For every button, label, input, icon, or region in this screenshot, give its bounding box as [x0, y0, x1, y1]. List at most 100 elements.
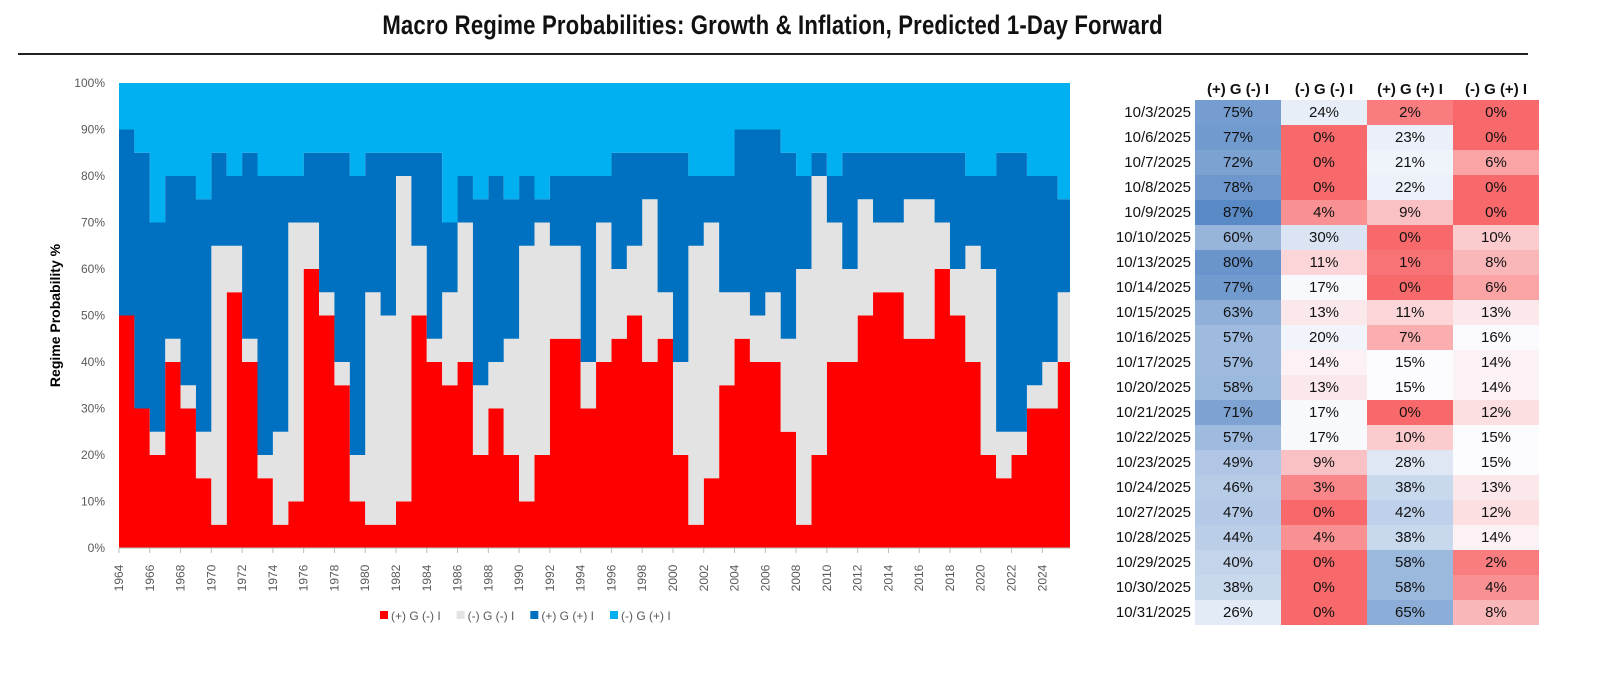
- x-tick-label: 1974: [266, 564, 280, 591]
- probability-cell: 40%: [1195, 550, 1281, 575]
- probability-cell: 4%: [1281, 525, 1367, 550]
- probability-cell: 15%: [1453, 450, 1539, 475]
- x-tick-label: 2014: [881, 564, 895, 591]
- legend-swatch: [380, 611, 388, 619]
- probability-cell: 3%: [1281, 475, 1367, 500]
- probability-cell: 38%: [1367, 525, 1453, 550]
- probability-cell: 0%: [1281, 175, 1367, 200]
- x-tick-label: 1976: [297, 564, 311, 591]
- legend-swatch: [456, 611, 465, 619]
- probability-cell: 2%: [1367, 100, 1453, 125]
- probability-cell: 0%: [1281, 550, 1367, 575]
- x-tick-label: 1990: [512, 564, 526, 591]
- probability-cell: 11%: [1367, 300, 1453, 325]
- probability-cell: 80%: [1195, 250, 1281, 275]
- date-cell: 10/31/2025: [1095, 600, 1195, 625]
- table-row: 10/14/2025 77% 17% 0% 6%: [1095, 275, 1539, 300]
- regime-probability-table: (+) G (-) I (-) G (-) I (+) G (+) I (-) G (…: [1095, 78, 1539, 625]
- probability-cell: 0%: [1453, 100, 1539, 125]
- probability-cell: 14%: [1453, 350, 1539, 375]
- y-tick-label: 10%: [81, 495, 105, 509]
- probability-cell: 0%: [1453, 125, 1539, 150]
- probability-cell: 17%: [1281, 400, 1367, 425]
- probability-cell: 15%: [1367, 350, 1453, 375]
- x-tick-label: 2000: [666, 564, 680, 591]
- probability-cell: 13%: [1453, 300, 1539, 325]
- y-tick-label: 0%: [88, 541, 106, 555]
- probability-cell: 16%: [1453, 325, 1539, 350]
- probability-cell: 49%: [1195, 450, 1281, 475]
- table-row: 10/30/2025 38% 0% 58% 4%: [1095, 575, 1539, 600]
- area-series-2: [119, 129, 1070, 455]
- probability-cell: 77%: [1195, 125, 1281, 150]
- probability-cell: 58%: [1367, 575, 1453, 600]
- legend-label: (-) G (-) I: [468, 609, 515, 623]
- date-cell: 10/16/2025: [1095, 325, 1195, 350]
- x-tick-label: 2016: [912, 564, 926, 591]
- date-cell: 10/22/2025: [1095, 425, 1195, 450]
- x-tick-label: 1970: [204, 564, 218, 591]
- probability-cell: 46%: [1195, 475, 1281, 500]
- probability-cell: 0%: [1281, 600, 1367, 625]
- x-tick-label: 1978: [327, 564, 341, 591]
- date-cell: 10/6/2025: [1095, 125, 1195, 150]
- probability-cell: 13%: [1281, 300, 1367, 325]
- x-tick-label: 1996: [604, 564, 618, 591]
- x-tick-label: 2022: [1005, 564, 1019, 591]
- table-row: 10/15/2025 63% 13% 11% 13%: [1095, 300, 1539, 325]
- probability-cell: 42%: [1367, 500, 1453, 525]
- date-cell: 10/20/2025: [1095, 375, 1195, 400]
- probability-cell: 38%: [1367, 475, 1453, 500]
- legend-label: (+) G (+) I: [541, 609, 594, 623]
- probability-cell: 77%: [1195, 275, 1281, 300]
- y-tick-label: 80%: [81, 169, 105, 183]
- table-row: 10/21/2025 71% 17% 0% 12%: [1095, 400, 1539, 425]
- probability-cell: 17%: [1281, 275, 1367, 300]
- date-cell: 10/28/2025: [1095, 525, 1195, 550]
- probability-cell: 6%: [1453, 150, 1539, 175]
- x-tick-label: 2018: [943, 564, 957, 591]
- table-row: 10/24/2025 46% 3% 38% 13%: [1095, 475, 1539, 500]
- probability-cell: 14%: [1453, 525, 1539, 550]
- legend-label: (-) G (+) I: [621, 609, 671, 623]
- table-row: 10/22/2025 57% 17% 10% 15%: [1095, 425, 1539, 450]
- table-row: 10/17/2025 57% 14% 15% 14%: [1095, 350, 1539, 375]
- probability-cell: 28%: [1367, 450, 1453, 475]
- probability-cell: 4%: [1453, 575, 1539, 600]
- probability-cell: 14%: [1453, 375, 1539, 400]
- probability-cell: 9%: [1367, 200, 1453, 225]
- probability-cell: 20%: [1281, 325, 1367, 350]
- date-cell: 10/7/2025: [1095, 150, 1195, 175]
- probability-cell: 75%: [1195, 100, 1281, 125]
- table-row: 10/27/2025 47% 0% 42% 12%: [1095, 500, 1539, 525]
- probability-cell: 0%: [1367, 275, 1453, 300]
- x-tick-label: 2020: [974, 564, 988, 591]
- probability-cell: 26%: [1195, 600, 1281, 625]
- title-divider: [18, 53, 1528, 55]
- table-row: 10/23/2025 49% 9% 28% 15%: [1095, 450, 1539, 475]
- probability-cell: 12%: [1453, 400, 1539, 425]
- date-cell: 10/30/2025: [1095, 575, 1195, 600]
- x-tick-label: 2010: [820, 564, 834, 591]
- probability-cell: 8%: [1453, 600, 1539, 625]
- regime-probability-chart: 0% 10% 20% 30% 40% 50% 60% 70% 80% 90% 100% 1964 196…: [47, 76, 1070, 623]
- x-tick-label: 1986: [451, 564, 465, 591]
- probability-cell: 23%: [1367, 125, 1453, 150]
- probability-cell: 0%: [1453, 175, 1539, 200]
- x-tick-label: 1980: [358, 564, 372, 591]
- y-axis-label: Regime Probability %: [47, 243, 63, 387]
- date-cell: 10/24/2025: [1095, 475, 1195, 500]
- x-tick-label: 1998: [635, 564, 649, 591]
- y-tick-label: 50%: [81, 309, 105, 323]
- probability-cell: 87%: [1195, 200, 1281, 225]
- column-header: (-) G (-) I: [1294, 80, 1354, 98]
- table-row: 10/16/2025 57% 20% 7% 16%: [1095, 325, 1539, 350]
- column-header: (-) G (+) I: [1464, 80, 1528, 98]
- probability-cell: 0%: [1453, 200, 1539, 225]
- y-tick-label: 20%: [81, 448, 105, 462]
- y-tick-label: 40%: [81, 355, 105, 369]
- probability-cell: 17%: [1281, 425, 1367, 450]
- date-cell: 10/3/2025: [1095, 100, 1195, 125]
- legend-swatch: [610, 611, 618, 619]
- probability-cell: 30%: [1281, 225, 1367, 250]
